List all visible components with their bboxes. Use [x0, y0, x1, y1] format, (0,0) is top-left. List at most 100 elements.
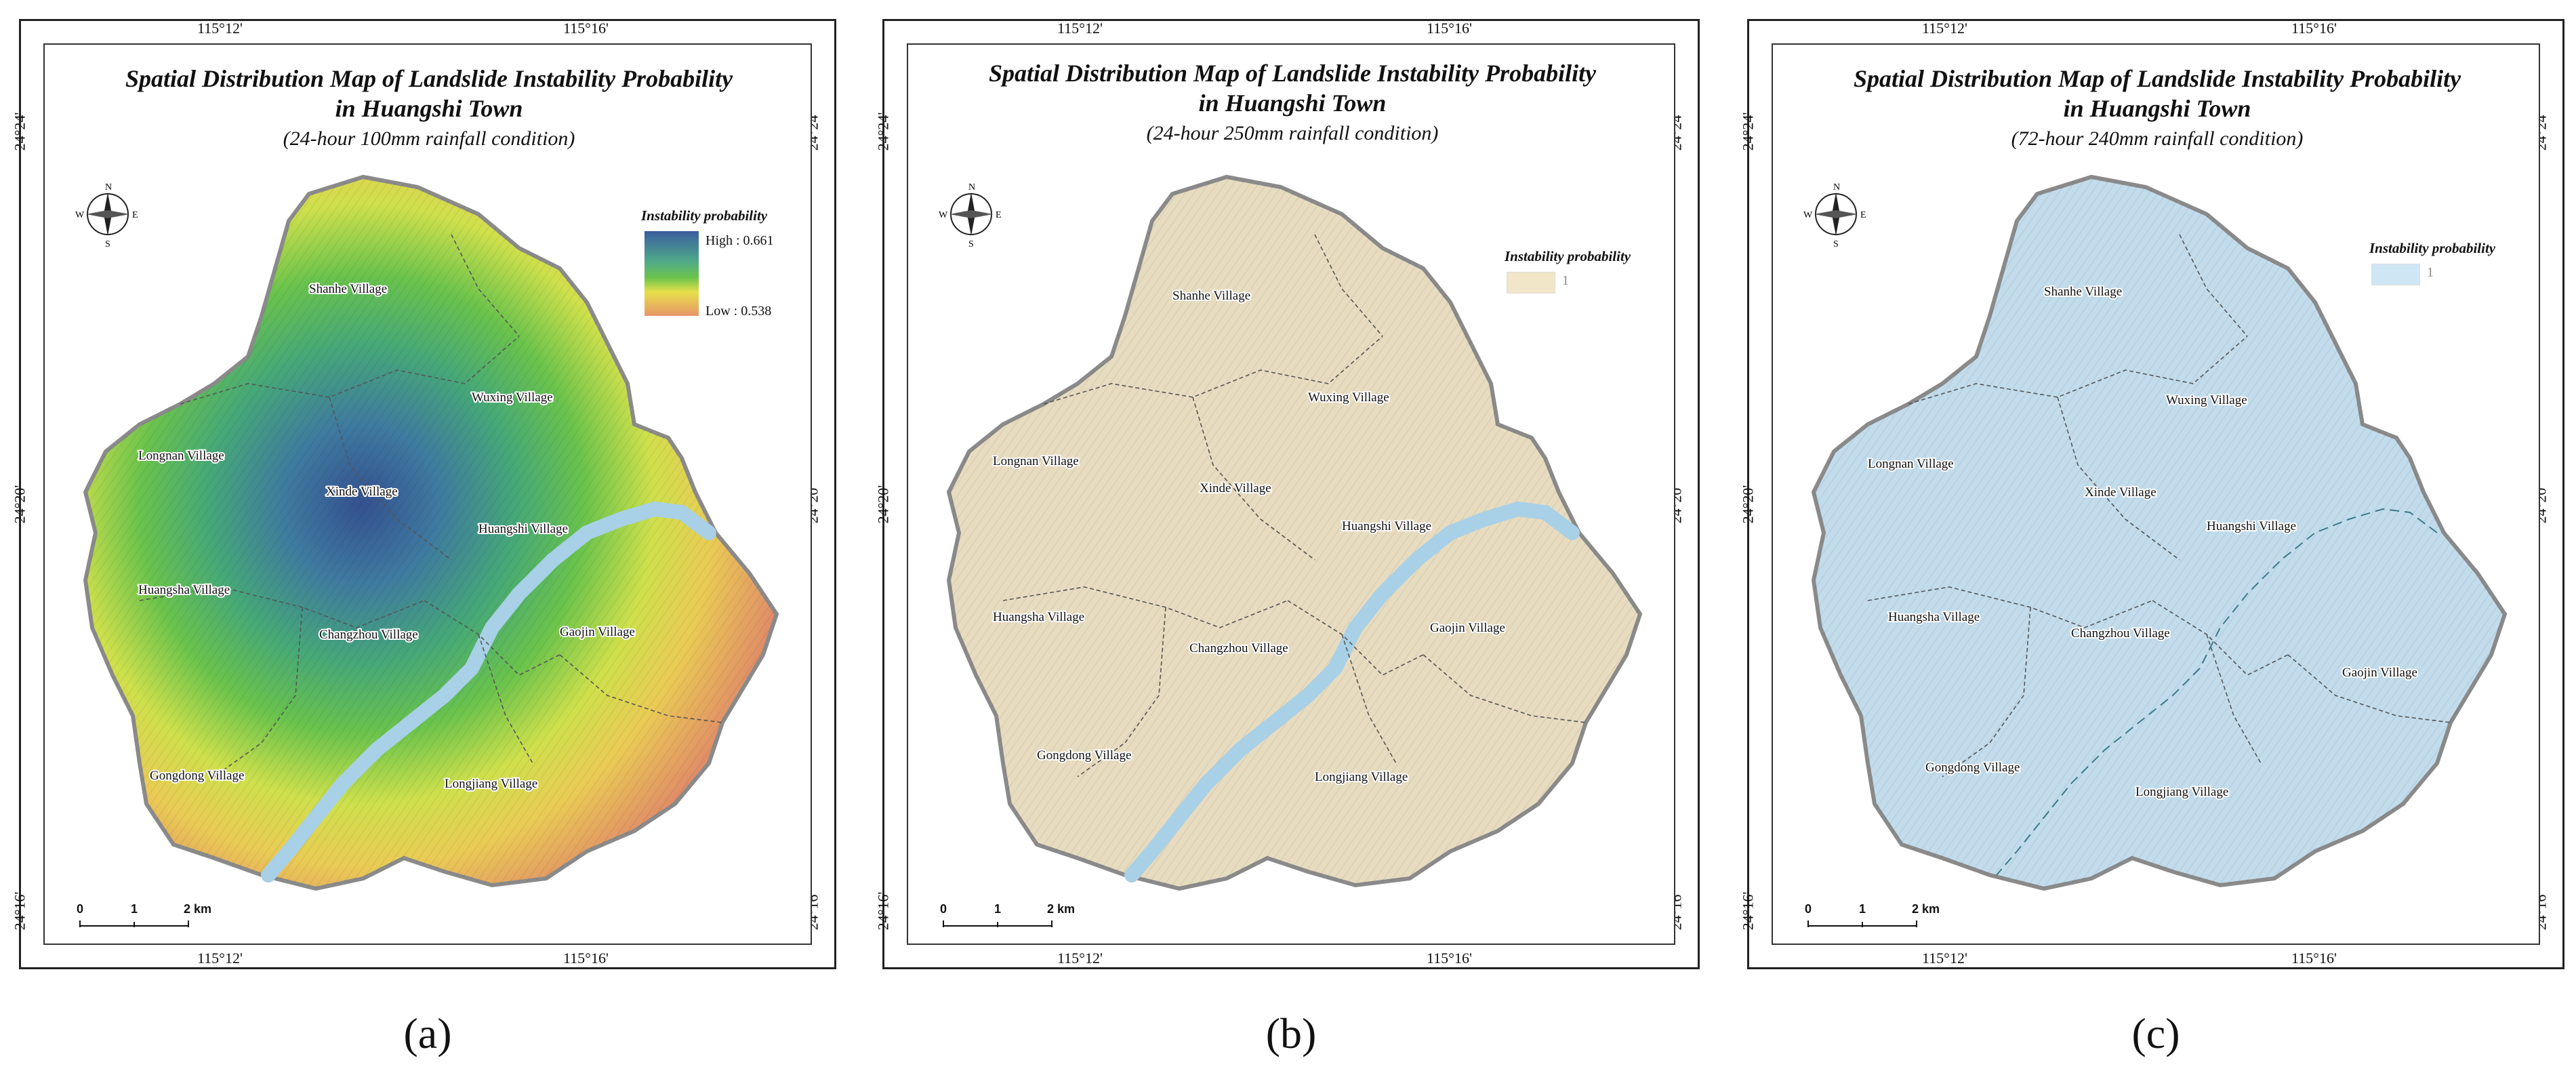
legend-low: Low : 0.538	[706, 304, 772, 319]
village-label-xinde: Xinde Village	[1200, 481, 1271, 495]
map-canvas: Shanhe Village Wuxing Village Longnan Vi…	[83, 174, 779, 891]
map-canvas: Shanhe Village Wuxing Village Longnan Vi…	[1811, 174, 2508, 891]
map-panel-a: 115°12' 115°16' 115°12' 115°16' 24°24' 2…	[11, 19, 836, 969]
scale-label-1: 1	[131, 902, 138, 916]
lon-label-top-left: 115°12'	[1922, 20, 1967, 37]
lat-label-left-mid: 24°20'	[11, 485, 28, 524]
village-label-xinde: Xinde Village	[326, 485, 398, 499]
village-label-changzhou: Changzhou Village	[2071, 626, 2170, 641]
north-arrow-icon: N S E W	[1803, 182, 1866, 248]
compass-w: W	[939, 210, 948, 220]
village-label-gaojin: Gaojin Village	[560, 625, 635, 639]
village-label-xinde: Xinde Village	[2085, 485, 2156, 500]
river	[1996, 508, 2438, 876]
legend-swatch	[1507, 272, 1555, 293]
north-arrow-icon: N S E W	[75, 182, 138, 248]
compass-w: W	[1803, 210, 1813, 220]
legend-high: High : 0.661	[706, 233, 774, 248]
map-panel-b: 115°12' 115°16' 115°12' 115°16' 24°24' 2…	[874, 19, 1700, 969]
lat-label-left-bottom: 24°16'	[1739, 891, 1757, 931]
village-label-gaojin: Gaojin Village	[1430, 621, 1505, 635]
compass-e: E	[996, 210, 1002, 220]
village-label-longnan: Longnan Village	[1868, 457, 1954, 471]
village-label-changzhou: Changzhou Village	[319, 628, 418, 642]
lon-label-bottom-right: 115°16'	[1427, 950, 1472, 967]
lon-label-top-right: 115°16'	[2291, 20, 2337, 37]
river	[1124, 501, 1580, 883]
scale-label-2: 2 km	[1912, 902, 1940, 916]
scale-bar	[1807, 920, 1917, 927]
legend-title: Instability probability	[1505, 248, 1631, 264]
lon-label-bottom-left: 115°12'	[1057, 950, 1103, 967]
map-title: Spatial Distribution Map of Landslide In…	[1773, 64, 2539, 123]
legend-swatch	[2371, 264, 2420, 285]
river	[261, 501, 716, 883]
lon-label-top-left: 115°12'	[197, 20, 243, 37]
scale-label-1: 1	[994, 902, 1002, 916]
village-boundaries	[1002, 234, 1587, 777]
north-arrow-icon: N S E W	[939, 182, 1002, 248]
scale-label-2: 2 km	[184, 902, 212, 916]
lon-label-bottom-right: 115°16'	[2291, 950, 2337, 967]
map-panel-c: 115°12' 115°16' 115°12' 115°16' 24°24' 2…	[1739, 19, 2564, 969]
map-subtitle: (72-hour 240mm rainfall condition)	[2011, 127, 2304, 150]
scale-bar	[943, 920, 1052, 927]
lat-label-left-mid: 24°20'	[874, 485, 892, 524]
terrain-texture	[85, 177, 777, 889]
map-title-line1: Spatial Distribution Map of Landslide In…	[125, 65, 733, 92]
village-label-huangsha: Huangsha Village	[1888, 610, 1980, 624]
lon-label-bottom-right: 115°16'	[563, 950, 609, 967]
scale-bar	[79, 920, 189, 927]
village-boundaries	[1867, 234, 2451, 777]
compass-w: W	[75, 210, 85, 220]
terrain-texture	[1814, 177, 2505, 889]
village-label-gongdong: Gongdong Village	[1925, 760, 2020, 775]
village-label-huangshi: Huangshi Village	[1342, 519, 1431, 533]
compass-e: E	[1860, 210, 1866, 220]
legend-value: 1	[1562, 273, 1569, 288]
lon-label-top-right: 115°16'	[563, 20, 609, 37]
legend-title: Instability probability	[641, 207, 768, 224]
village-label-gaojin: Gaojin Village	[2342, 666, 2417, 680]
map-subtitle: (24-hour 100mm rainfall condition)	[283, 127, 575, 150]
village-label-shanhe: Shanhe Village	[309, 282, 387, 296]
map-canvas: Shanhe Village Wuxing Village Longnan Vi…	[946, 174, 1643, 891]
village-label-wuxing: Wuxing Village	[472, 390, 553, 405]
map-title-line1: Spatial Distribution Map of Landslide In…	[1853, 65, 2461, 92]
map-title-line2: in Huangshi Town	[1198, 89, 1387, 117]
lat-label-left-top: 24°24'	[874, 112, 892, 151]
lat-label-left-bottom: 24°16'	[11, 891, 28, 931]
compass-s: S	[968, 239, 974, 248]
terrain-texture	[949, 177, 1640, 889]
village-label-gongdong: Gongdong Village	[1037, 748, 1131, 763]
compass-s: S	[105, 239, 110, 248]
lat-label-left-top: 24°24'	[11, 112, 28, 151]
map-frame: Spatial Distribution Map of Landslide In…	[43, 43, 812, 945]
legend-value: 1	[2427, 265, 2434, 280]
scale-label-1: 1	[1859, 902, 1866, 916]
lat-label-left-mid: 24°20'	[1739, 485, 1757, 524]
scale-label-2: 2 km	[1047, 902, 1076, 916]
map-title: Spatial Distribution Map of Landslide In…	[908, 58, 1674, 118]
village-label-longjiang: Longjiang Village	[1315, 770, 1408, 784]
map-title: Spatial Distribution Map of Landslide In…	[45, 64, 811, 123]
compass-n: N	[105, 182, 112, 192]
compass-n: N	[968, 182, 975, 192]
scale-label-0: 0	[940, 902, 947, 916]
map-frame: Spatial Distribution Map of Landslide In…	[907, 43, 1675, 945]
map-subtitle: (24-hour 250mm rainfall condition)	[1146, 122, 1439, 144]
caption-b: (b)	[1265, 1009, 1317, 1057]
map-frame: Spatial Distribution Map of Landslide In…	[1772, 43, 2540, 945]
compass-n: N	[1833, 182, 1840, 192]
lon-label-top-left: 115°12'	[1057, 20, 1103, 37]
village-label-huangsha: Huangsha Village	[993, 610, 1084, 624]
compass-e: E	[132, 210, 138, 220]
village-label-gongdong: Gongdong Village	[150, 769, 244, 783]
lat-label-left-top: 24°24'	[1739, 112, 1757, 151]
village-label-longjiang: Longjiang Village	[445, 777, 537, 791]
map-title-line2: in Huangshi Town	[335, 95, 523, 122]
lat-label-left-bottom: 24°16'	[874, 891, 892, 931]
map-title-line2: in Huangshi Town	[2063, 95, 2251, 122]
caption-a: (a)	[403, 1009, 452, 1057]
scale-label-0: 0	[1805, 902, 1812, 916]
